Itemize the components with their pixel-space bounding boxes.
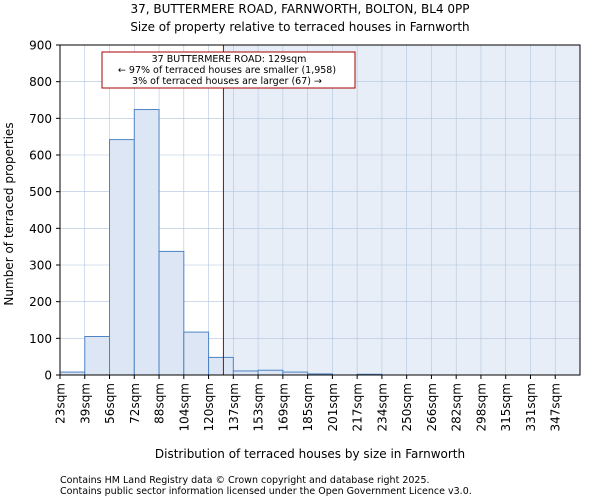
y-axis-ticks: 0 100 200 300 400 500 600 700 800 900 bbox=[29, 39, 60, 383]
x-tick-label: 347sqm bbox=[549, 383, 563, 431]
chart-title: 37, BUTTERMERE ROAD, FARNWORTH, BOLTON, … bbox=[130, 2, 469, 16]
x-tick-label: 23sqm bbox=[54, 383, 68, 424]
y-tick-label: 300 bbox=[29, 259, 52, 273]
y-tick-label: 500 bbox=[29, 185, 52, 199]
y-tick-label: 700 bbox=[29, 112, 52, 126]
plot-frame bbox=[59, 44, 581, 376]
x-tick-label: 331sqm bbox=[524, 383, 538, 431]
bar bbox=[257, 369, 284, 376]
y-tick-label: 800 bbox=[29, 75, 52, 89]
bar bbox=[109, 139, 135, 376]
shaded-larger-region bbox=[223, 45, 580, 375]
x-tick-label: 315sqm bbox=[499, 383, 513, 431]
x-tick-label: 282sqm bbox=[450, 383, 464, 431]
y-tick-label: 100 bbox=[29, 332, 52, 346]
x-tick-label: 234sqm bbox=[375, 383, 389, 431]
x-tick-label: 137sqm bbox=[227, 383, 241, 431]
x-tick-label: 88sqm bbox=[153, 383, 167, 424]
annotation-line-1: 37 BUTTERMERE ROAD: 129sqm bbox=[152, 54, 307, 65]
y-tick-label: 0 bbox=[44, 369, 52, 383]
annotation-line-3: 3% of terraced houses are larger (67) → bbox=[132, 76, 322, 87]
y-tick-label: 400 bbox=[29, 222, 52, 236]
x-tick-label: 185sqm bbox=[301, 383, 315, 431]
y-axis-label: Number of terraced properties bbox=[2, 122, 16, 305]
bar bbox=[208, 356, 234, 376]
x-tick-label: 56sqm bbox=[103, 383, 117, 424]
x-tick-label: 266sqm bbox=[425, 383, 439, 431]
bar bbox=[183, 331, 210, 376]
plot-area: 0 100 200 300 400 500 600 700 800 900 23sqm 39sqm 5… bbox=[29, 39, 581, 431]
x-tick-label: 153sqm bbox=[252, 383, 266, 431]
y-tick-label: 600 bbox=[29, 149, 52, 163]
x-tick-label: 104sqm bbox=[177, 383, 191, 431]
x-tick-label: 72sqm bbox=[128, 383, 142, 424]
annotation-box: 37 BUTTERMERE ROAD: 129sqm ← 97% of terr… bbox=[101, 51, 356, 89]
y-tick-label: 900 bbox=[29, 39, 52, 53]
x-axis-ticks: 23sqm 39sqm 56sqm 72sqm 88sqm 104sqm 120sqm 137… bbox=[54, 375, 563, 431]
x-tick-label: 201sqm bbox=[326, 383, 340, 431]
x-tick-label: 120sqm bbox=[202, 383, 216, 431]
annotation-frame bbox=[101, 51, 356, 89]
x-tick-label: 39sqm bbox=[78, 383, 92, 424]
bar bbox=[232, 370, 259, 376]
x-tick-label: 169sqm bbox=[276, 383, 290, 431]
x-tick-label: 217sqm bbox=[351, 383, 365, 431]
footer-line-2: Contains public sector information licen… bbox=[60, 486, 472, 497]
x-tick-label: 298sqm bbox=[474, 383, 488, 431]
chart-subtitle: Size of property relative to terraced ho… bbox=[130, 20, 469, 34]
x-axis-label: Distribution of terraced houses by size … bbox=[155, 447, 465, 461]
footer-line-1: Contains HM Land Registry data © Crown c… bbox=[60, 475, 430, 486]
bar bbox=[158, 250, 185, 376]
annotation-line-2: ← 97% of terraced houses are smaller (1,… bbox=[118, 65, 336, 76]
bar bbox=[133, 109, 160, 376]
bars bbox=[59, 109, 383, 376]
bar bbox=[84, 336, 111, 376]
x-tick-label: 250sqm bbox=[400, 383, 414, 431]
y-tick-label: 200 bbox=[29, 295, 52, 309]
